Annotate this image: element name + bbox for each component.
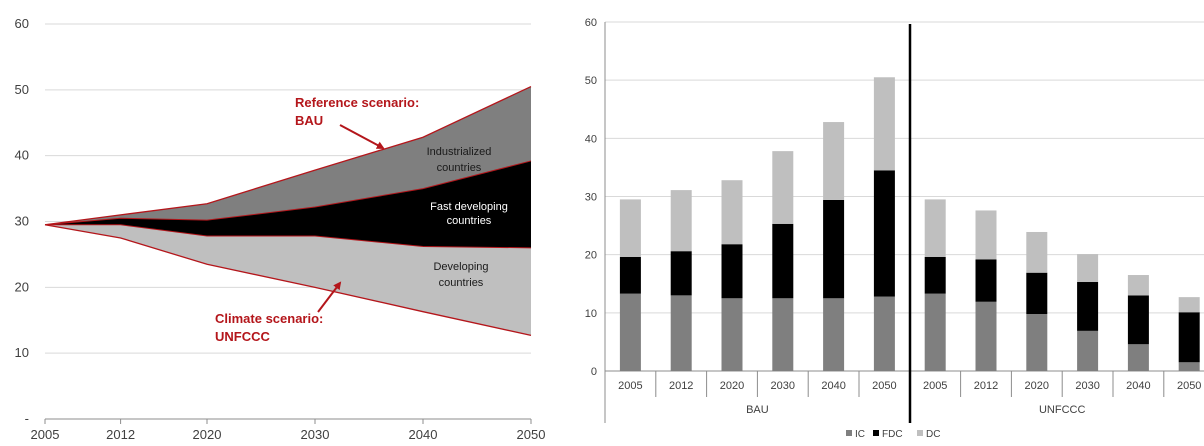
annotation-label: UNFCCC: [215, 329, 270, 344]
bar-segment-fdc: [1026, 273, 1047, 314]
bar-segment-fdc: [1128, 295, 1149, 344]
x-tick-label: 2020: [193, 427, 222, 442]
y-tick-label: 30: [15, 214, 29, 229]
legend-swatch-ic: [846, 430, 852, 436]
bar-segment-ic: [620, 294, 641, 371]
y-tick-label: 20: [585, 250, 597, 262]
x-category-label: 2030: [771, 380, 795, 392]
legend-label: IC: [855, 429, 865, 440]
legend-label: FDC: [882, 429, 903, 440]
bau-arrow: [340, 125, 383, 148]
bar-segment-dc: [1077, 254, 1098, 282]
legend-swatch-dc: [917, 430, 923, 436]
bar-segment-fdc: [722, 244, 743, 298]
x-category-label: 2050: [872, 380, 896, 392]
bar-segment-fdc: [874, 170, 895, 296]
bar-segment-ic: [976, 302, 997, 371]
bar-segment-dc: [1179, 297, 1200, 312]
bar-segment-ic: [874, 297, 895, 371]
y-tick-label: -: [25, 411, 29, 426]
bar-segment-ic: [1179, 362, 1200, 371]
region-label: Fast developing: [430, 201, 508, 213]
bar-segment-dc: [925, 199, 946, 257]
x-category-label: 2040: [1126, 380, 1150, 392]
legend-swatch-fdc: [873, 430, 879, 436]
bar-segment-fdc: [671, 251, 692, 295]
bar-segment-dc: [823, 122, 844, 200]
bar-segment-ic: [823, 298, 844, 371]
region-label: countries: [437, 162, 482, 174]
bar-segment-dc: [671, 190, 692, 251]
bar-segment-dc: [772, 151, 793, 224]
y-tick-label: 10: [585, 308, 597, 320]
bar-segment-ic: [925, 294, 946, 371]
bar-segment-dc: [722, 180, 743, 244]
y-tick-label: 0: [591, 366, 597, 378]
bar-segment-dc: [620, 199, 641, 257]
bar-segment-fdc: [823, 200, 844, 298]
bar-segment-ic: [722, 298, 743, 371]
bar-segment-dc: [976, 210, 997, 259]
x-category-label: 2012: [974, 380, 998, 392]
x-tick-label: 2050: [517, 427, 546, 442]
x-category-label: 2030: [1075, 380, 1099, 392]
bar-segment-ic: [1026, 314, 1047, 371]
annotation-label: BAU: [295, 113, 323, 128]
x-tick-label: 2012: [106, 427, 135, 442]
bar-segment-fdc: [772, 224, 793, 298]
bar-segment-ic: [772, 298, 793, 371]
x-category-label: 2005: [618, 380, 642, 392]
x-category-label: 2040: [821, 380, 845, 392]
x-category-label: 2020: [720, 380, 744, 392]
annotation-label: Climate scenario:: [215, 311, 323, 326]
x-category-label: 2012: [669, 380, 693, 392]
bar-segment-fdc: [925, 257, 946, 294]
region-label: countries: [439, 277, 484, 289]
y-tick-label: 20: [15, 279, 29, 294]
x-tick-label: 2030: [301, 427, 330, 442]
y-tick-label: 40: [585, 133, 597, 145]
bar-segment-ic: [671, 295, 692, 371]
group-label: BAU: [746, 404, 769, 416]
y-tick-label: 30: [585, 192, 597, 204]
x-tick-label: 2040: [409, 427, 438, 442]
x-tick-label: 2005: [31, 427, 60, 442]
bar-segment-fdc: [1077, 282, 1098, 331]
x-category-label: 2005: [923, 380, 947, 392]
region-label: countries: [447, 215, 492, 227]
bar-segment-fdc: [976, 259, 997, 301]
bar-segment-fdc: [1179, 312, 1200, 362]
x-category-label: 2020: [1025, 380, 1049, 392]
bar-segment-ic: [1128, 344, 1149, 371]
bar-segment-ic: [1077, 331, 1098, 371]
bar-segment-dc: [1128, 275, 1149, 295]
annotation-label: Reference scenario:: [295, 95, 419, 110]
y-tick-label: 10: [15, 345, 29, 360]
y-tick-label: 50: [15, 82, 29, 97]
region-label: Industrialized: [427, 146, 492, 158]
bar-segment-fdc: [620, 257, 641, 294]
x-category-label: 2050: [1177, 380, 1201, 392]
bar-segment-dc: [1026, 232, 1047, 273]
group-label: UNFCCC: [1039, 404, 1085, 416]
legend-label: DC: [926, 429, 940, 440]
y-tick-label: 60: [585, 17, 597, 29]
y-tick-label: 60: [15, 16, 29, 31]
bar-segment-dc: [874, 77, 895, 170]
region-label: Developing: [433, 261, 488, 273]
y-tick-label: 40: [15, 148, 29, 163]
y-tick-label: 50: [585, 75, 597, 87]
